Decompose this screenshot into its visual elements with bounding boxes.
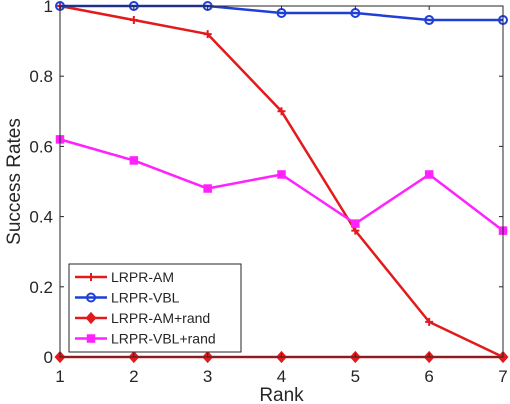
point-lrpr-vbl-rand-2 [129, 156, 139, 165]
y-tick-label: 0 [44, 348, 53, 367]
x-tick-label: 3 [203, 367, 212, 386]
legend-marker-lrpr-vbl [86, 292, 96, 303]
legend-label-lrpr-am-rand: LRPR-AM+rand [111, 310, 210, 326]
x-tick-label: 7 [498, 367, 507, 386]
y-tick-label: 0.4 [29, 208, 53, 227]
point-lrpr-am-2 [129, 16, 138, 25]
x-tick-label: 1 [55, 367, 64, 386]
legend-marker-lrpr-am-rand [85, 311, 97, 325]
x-tick-label: 2 [129, 367, 138, 386]
point-lrpr-vbl-rand-6 [424, 170, 434, 179]
point-lrpr-vbl-6 [424, 15, 435, 26]
point-lrpr-vbl-rand-3 [203, 184, 212, 193]
point-lrpr-am-3 [203, 30, 212, 39]
y-tick-label: 0.6 [29, 137, 53, 156]
y-axis-label: Success Rates [4, 118, 25, 245]
x-tick-label: 4 [277, 367, 286, 386]
point-lrpr-vbl-rand-5 [351, 219, 360, 228]
x-tick-label: 5 [351, 367, 360, 386]
legend-label-lrpr-vbl: LRPR-VBL [111, 290, 180, 306]
legend-label-lrpr-vbl-rand: LRPR-VBL+rand [111, 331, 216, 347]
point-lrpr-am-4 [277, 107, 286, 116]
y-tick-label: 0.2 [29, 278, 53, 297]
legend-marker-lrpr-vbl-rand [86, 334, 96, 343]
point-lrpr-am-5 [351, 226, 360, 235]
legend-label-lrpr-am: LRPR-AM [111, 269, 174, 285]
legend: LRPR-AM LRPR-VBL LRPR-AM+rand LRPR-VBL+rand [68, 263, 242, 353]
point-lrpr-am-6 [425, 317, 434, 326]
x-tick-label: 6 [424, 367, 433, 386]
y-tick-label: 1 [44, 0, 53, 16]
x-axis-label: Rank [259, 385, 304, 404]
y-tick-label: 0.8 [29, 67, 53, 86]
point-lrpr-vbl-rand-4 [277, 170, 286, 179]
legend-marker-lrpr-am [87, 273, 95, 281]
